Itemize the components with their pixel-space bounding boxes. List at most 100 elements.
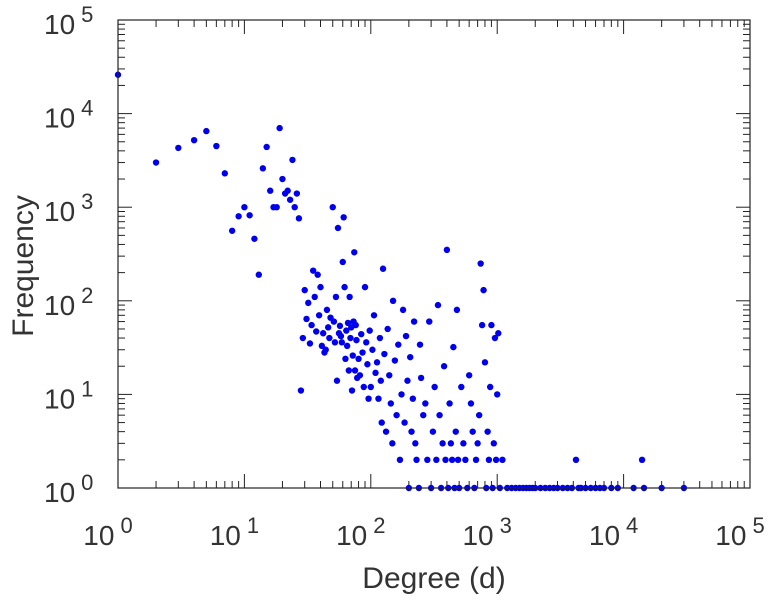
data-point (313, 328, 320, 335)
data-point (367, 383, 374, 391)
data-point (311, 293, 318, 301)
data-point (484, 428, 491, 435)
data-point (426, 318, 433, 325)
data-point (436, 411, 443, 419)
data-point (465, 372, 473, 379)
data-point (221, 170, 229, 177)
data-point (460, 440, 467, 447)
data-point (477, 260, 484, 267)
data-point (297, 387, 305, 394)
data-point (336, 322, 344, 330)
data-point (494, 391, 501, 398)
data-point (267, 187, 274, 194)
data-point (404, 377, 411, 384)
data-point (402, 332, 410, 340)
data-point (377, 377, 385, 384)
x-tick-label: 10 0 (83, 513, 132, 551)
data-point (353, 336, 360, 344)
data-point (431, 383, 438, 391)
data-point (412, 440, 419, 447)
data-point (434, 301, 442, 309)
data-point (330, 318, 338, 325)
data-point (373, 359, 381, 366)
data-point (345, 367, 353, 374)
data-point (462, 456, 469, 464)
data-point (395, 341, 402, 348)
data-point (372, 369, 379, 377)
data-point (478, 321, 486, 329)
data-point (276, 124, 283, 132)
data-point (410, 318, 418, 325)
data-point (359, 349, 366, 356)
x-tick-label: 10 4 (589, 513, 638, 551)
data-point (341, 283, 348, 291)
data-point (364, 361, 371, 368)
y-tick-label: 10 3 (44, 189, 93, 227)
y-axis-title: Frequency (7, 195, 40, 337)
data-point (259, 165, 267, 172)
data-point (334, 224, 342, 232)
data-point (407, 353, 414, 361)
data-point (352, 321, 359, 329)
data-point (308, 321, 315, 329)
data-point (284, 187, 291, 194)
data-point (448, 456, 456, 464)
data-point (356, 372, 364, 379)
data-point (389, 440, 396, 447)
data-point (326, 334, 333, 342)
data-point (319, 330, 327, 337)
data-point (337, 332, 345, 340)
data-point (279, 175, 286, 183)
x-tick-label: 10 1 (210, 513, 259, 551)
data-point (175, 144, 182, 152)
data-point (454, 456, 462, 464)
data-point (347, 334, 354, 342)
data-point (375, 395, 382, 402)
data-point (323, 306, 331, 314)
data-point (291, 204, 298, 211)
data-point (241, 204, 248, 211)
data-point (408, 428, 415, 435)
data-point (251, 235, 258, 242)
data-point (342, 355, 349, 363)
data-point (379, 265, 387, 272)
axis-ticks (117, 20, 750, 489)
data-point (453, 306, 461, 314)
data-point (305, 299, 312, 307)
data-point (263, 143, 270, 151)
data-point (246, 212, 253, 219)
data-point (381, 350, 388, 358)
data-point (393, 411, 400, 419)
data-point (303, 315, 310, 323)
data-point (433, 456, 440, 464)
data-point (370, 312, 378, 319)
data-point (348, 387, 356, 394)
data-point (446, 400, 453, 407)
data-point (486, 383, 494, 391)
data-point (286, 196, 294, 203)
x-axis-title: Degree (d) (362, 562, 505, 595)
data-point (495, 330, 502, 337)
data-point (499, 456, 506, 464)
data-point (203, 127, 210, 135)
data-point (235, 213, 242, 220)
data-point (331, 339, 339, 346)
x-tick-label: 10 3 (462, 513, 511, 551)
data-point (339, 258, 346, 266)
data-point (355, 355, 362, 363)
data-point (329, 204, 336, 211)
data-point (295, 215, 303, 222)
data-point (422, 400, 429, 407)
plot-frame (117, 19, 751, 489)
data-point (490, 440, 498, 447)
data-point (152, 159, 160, 166)
data-point (491, 334, 499, 342)
data-point (293, 190, 301, 197)
data-point (398, 391, 405, 398)
data-point (190, 136, 198, 144)
data-point (413, 456, 420, 464)
data-point (255, 271, 263, 278)
data-point (396, 456, 404, 464)
data-point (361, 283, 369, 291)
